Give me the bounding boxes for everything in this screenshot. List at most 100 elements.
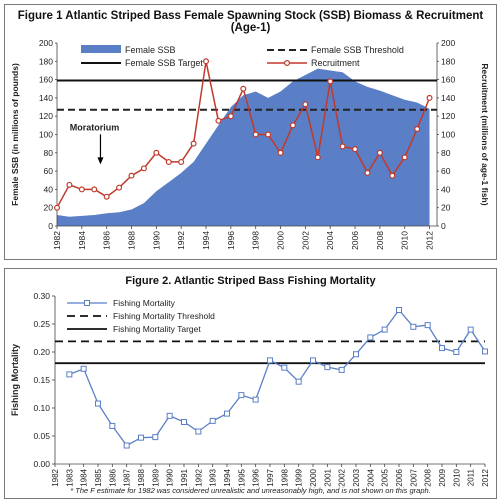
y-tick-label: 0.10 bbox=[33, 403, 50, 413]
fishing-mortality-point bbox=[123, 442, 130, 449]
y-axis-label: Fishing Mortality bbox=[10, 344, 20, 416]
fishing-mortality-point bbox=[367, 334, 374, 341]
fishing-mortality-point bbox=[424, 322, 431, 329]
recruitment-point bbox=[66, 181, 73, 188]
legend-target-label: Fishing Mortality Target bbox=[113, 324, 201, 334]
y-tick-label-right: 160 bbox=[441, 75, 455, 85]
x-tick-label: 1992 bbox=[176, 231, 186, 250]
fishing-mortality-point bbox=[209, 417, 216, 424]
y-tick-label-right: 40 bbox=[441, 184, 451, 194]
fishing-mortality-point bbox=[482, 348, 488, 355]
fishing-mortality-point bbox=[138, 434, 144, 441]
x-tick-label: 1993 bbox=[209, 468, 218, 486]
fishing-mortality-point bbox=[281, 364, 288, 371]
x-tick-label: 1999 bbox=[295, 468, 304, 486]
x-tick-label: 2005 bbox=[381, 468, 390, 486]
fishing-mortality-point bbox=[109, 422, 116, 429]
y-tick-label: 0.05 bbox=[33, 431, 50, 441]
fishing-mortality-point bbox=[310, 357, 316, 364]
x-tick-label: 2004 bbox=[366, 468, 375, 486]
legend-target-label: Female SSB Target bbox=[125, 58, 203, 68]
x-tick-label: 1990 bbox=[166, 468, 175, 486]
y-tick-label-left: 0 bbox=[48, 221, 53, 231]
fishing-mortality-point bbox=[338, 366, 345, 373]
y-tick-label-right: 200 bbox=[441, 38, 455, 48]
x-tick-label: 1994 bbox=[223, 468, 232, 486]
fishing-mortality-point bbox=[195, 428, 202, 435]
x-tick-label: 1983 bbox=[65, 468, 74, 486]
x-tick-label: 2006 bbox=[350, 231, 360, 250]
y-tick-label-right: 60 bbox=[441, 166, 451, 176]
chart1-plot: 0 0 20 20 40 40 60 60 80 80 100 100 120 120 140 140 160 1… bbox=[10, 38, 490, 250]
x-tick-label: 1996 bbox=[252, 468, 261, 486]
recruitment-point bbox=[165, 158, 172, 165]
fishing-mortality-point bbox=[439, 345, 445, 352]
x-tick-label: 2012 bbox=[425, 231, 435, 250]
x-tick-label: 1985 bbox=[94, 468, 103, 486]
fishing-mortality-point bbox=[267, 357, 273, 364]
fishing-mortality-point bbox=[238, 392, 245, 399]
x-tick-label: 2010 bbox=[400, 231, 410, 250]
x-tick-label: 2000 bbox=[276, 231, 286, 250]
recruitment-point bbox=[190, 140, 197, 147]
y-tick-label: 0.25 bbox=[33, 319, 50, 329]
x-tick-label: 2009 bbox=[438, 468, 447, 486]
recruitment-point bbox=[252, 131, 259, 138]
legend-ssb-label: Female SSB bbox=[125, 45, 176, 55]
legend-recruitment-label: Recruitment bbox=[311, 58, 360, 68]
recruitment-point bbox=[140, 165, 147, 172]
x-tick-label: 1994 bbox=[201, 231, 211, 250]
x-tick-label: 2001 bbox=[323, 468, 332, 486]
fishing-mortality-point bbox=[410, 323, 417, 330]
recruitment-point bbox=[376, 149, 383, 156]
x-tick-label: 2002 bbox=[300, 231, 310, 250]
x-tick-label: 1982 bbox=[51, 468, 60, 486]
y-tick-label-right: 180 bbox=[441, 56, 455, 66]
x-tick-label: 1986 bbox=[102, 231, 112, 250]
recruitment-point bbox=[401, 154, 408, 161]
recruitment-point bbox=[215, 117, 222, 124]
fishing-mortality-chart: Figure 2. Atlantic Striped Bass Fishing … bbox=[4, 268, 497, 499]
moratorium-label: Moratorium bbox=[70, 122, 120, 132]
x-tick-label: 1986 bbox=[108, 468, 117, 486]
x-tick-label: 1988 bbox=[127, 231, 137, 250]
legend-threshold-label: Female SSB Threshold bbox=[311, 45, 404, 55]
chart2-plot: 0.00 0.05 0.10 0.15 0.20 0.25 0.30 1982 1983 1984… bbox=[10, 291, 490, 487]
y-tick-label-right: 100 bbox=[441, 130, 455, 140]
y-tick-label-right: 20 bbox=[441, 203, 451, 213]
y-tick-label: 0.20 bbox=[33, 347, 50, 357]
y-tick-label-left: 100 bbox=[39, 130, 53, 140]
x-tick-label: 2008 bbox=[375, 231, 385, 250]
y-tick-label-left: 80 bbox=[44, 148, 54, 158]
recruitment-point bbox=[277, 149, 284, 156]
fishing-mortality-point bbox=[453, 349, 460, 355]
legend-fm-marker bbox=[84, 300, 90, 306]
legend-threshold-label: Fishing Mortality Threshold bbox=[113, 311, 215, 321]
y-tick-label-right: 140 bbox=[441, 93, 455, 103]
y-tick-label: 0.00 bbox=[33, 459, 50, 469]
recruitment-point bbox=[153, 149, 160, 156]
x-tick-label: 2007 bbox=[409, 468, 418, 486]
x-tick-label: 1992 bbox=[194, 468, 203, 486]
recruitment-point bbox=[414, 126, 421, 133]
x-tick-label: 1997 bbox=[266, 468, 275, 486]
y-tick-label: 0.15 bbox=[33, 375, 50, 385]
x-tick-label: 2010 bbox=[452, 468, 461, 486]
x-tick-label: 2012 bbox=[481, 468, 490, 486]
x-tick-label: 2000 bbox=[309, 468, 318, 486]
chart2-footnote: * The F estimate for 1982 was considered… bbox=[70, 486, 431, 495]
chart1-title: Figure 1 Atlantic Striped Bass Female Sp… bbox=[17, 10, 484, 34]
moratorium-arrowhead bbox=[97, 157, 104, 165]
recruitment-point bbox=[426, 94, 433, 101]
x-tick-label: 1990 bbox=[151, 231, 161, 250]
recruitment-point bbox=[364, 169, 371, 176]
x-tick-label: 1998 bbox=[251, 231, 261, 250]
recruitment-point bbox=[302, 101, 309, 108]
y-tick-label-left: 140 bbox=[39, 93, 53, 103]
fishing-mortality-point bbox=[252, 396, 259, 403]
x-tick-label: 2004 bbox=[325, 231, 335, 250]
fishing-mortality-point bbox=[152, 434, 159, 441]
recruitment-point bbox=[265, 131, 272, 138]
recruitment-point bbox=[289, 122, 296, 129]
x-tick-label: 1998 bbox=[280, 468, 289, 486]
